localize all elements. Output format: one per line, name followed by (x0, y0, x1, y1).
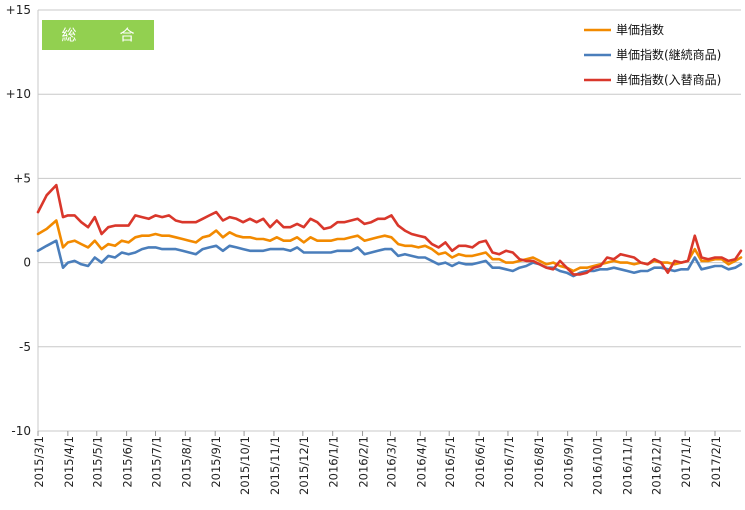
series-line (36, 183, 743, 276)
y-axis-tick-labels: +15 +10 +5 0 -5 -10 (6, 3, 31, 438)
x-tick-label: 2016/1/1 (327, 436, 341, 488)
x-tick-label: 2016/3/1 (384, 436, 398, 488)
x-tick-label: 2016/6/1 (473, 436, 487, 488)
x-tick-label: 2016/2/1 (357, 436, 371, 488)
x-tick-label: 2016/10/1 (591, 436, 605, 495)
x-tick-label: 2015/9/1 (209, 436, 223, 488)
x-tick-label: 2017/1/1 (679, 436, 693, 488)
x-axis-tick-labels: 2015/3/1 2015/4/1 2015/5/1 2015/6/1 2015/7/1… (32, 436, 723, 495)
x-tick-label: 2016/11/1 (620, 436, 634, 495)
x-tick-label: 2016/8/1 (532, 436, 546, 488)
legend-label: 単価指数(継続商品) (616, 47, 721, 62)
series-lines (36, 183, 743, 278)
x-tick-label: 2015/7/1 (149, 436, 163, 488)
y-tick-label: +10 (6, 87, 31, 101)
x-tick-label: 2016/4/1 (414, 436, 428, 488)
legend-label: 単価指数 (616, 22, 664, 37)
x-axis (37, 10, 716, 436)
x-tick-label: 2015/5/1 (91, 436, 105, 488)
y-tick-label: 0 (23, 256, 31, 270)
y-tick-label: -10 (11, 424, 31, 438)
legend-label: 単価指数(入替商品) (616, 72, 721, 87)
series-line (36, 239, 743, 278)
x-tick-label: 2016/9/1 (562, 436, 576, 488)
series-line (36, 219, 743, 273)
x-tick-label: 2015/11/1 (268, 436, 282, 495)
y-tick-label: -5 (19, 340, 31, 354)
x-tick-label: 2015/6/1 (121, 436, 135, 488)
x-tick-label: 2017/2/1 (709, 436, 723, 488)
x-tick-label: 2015/3/1 (32, 436, 46, 488)
y-tick-label: +5 (13, 171, 31, 185)
x-tick-label: 2016/7/1 (502, 436, 516, 488)
y-tick-label: +15 (6, 3, 31, 17)
x-tick-label: 2016/5/1 (443, 436, 457, 488)
x-tick-label: 2015/8/1 (179, 436, 193, 488)
x-tick-label: 2016/12/1 (649, 436, 663, 495)
chart-title-badge: 総 合 (42, 20, 154, 50)
x-tick-label: 2015/10/1 (238, 436, 252, 495)
x-tick-label: 2015/4/1 (62, 436, 76, 488)
x-tick-label: 2015/12/1 (297, 436, 311, 495)
